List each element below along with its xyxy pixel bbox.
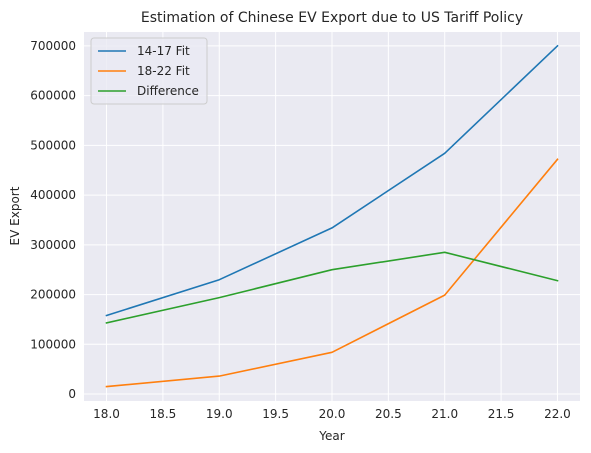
- legend-label-2: 18-22 Fit: [137, 64, 190, 78]
- legend-label-1: 14-17 Fit: [137, 44, 190, 58]
- x-tick-labels: 18.0 18.5 19.0 19.5 20.0 20.5 21.0 21.5 22.0: [93, 407, 571, 421]
- legend-box: [90, 37, 208, 105]
- y-tick-label: 500000: [30, 138, 76, 152]
- y-tick-label: 200000: [30, 288, 76, 302]
- x-tick-label: 22.0: [544, 407, 571, 421]
- y-tick-label: 0: [68, 387, 76, 401]
- y-axis-title: EV Export: [8, 186, 22, 245]
- series-lines: [105, 44, 559, 388]
- legend: 14-17 Fit 18-22 Fit Difference: [90, 37, 208, 105]
- x-tick-label: 21.5: [488, 407, 515, 421]
- y-tick-label: 300000: [30, 238, 76, 252]
- grid-lines: [84, 32, 580, 401]
- series-line-2: [105, 158, 559, 388]
- series-line-1: [105, 44, 559, 317]
- x-axis-title: Year: [318, 429, 344, 443]
- x-tick-label: 19.0: [206, 407, 233, 421]
- y-tick-labels: 0 100000 200000 300000 400000 500000 600000 700…: [30, 39, 76, 401]
- x-tick-label: 18.5: [150, 407, 177, 421]
- y-tick-label: 700000: [30, 39, 76, 53]
- chart-title: Estimation of Chinese EV Export due to U…: [141, 10, 523, 26]
- x-tick-label: 20.0: [319, 407, 346, 421]
- y-tick-label: 100000: [30, 337, 76, 351]
- x-tick-label: 18.0: [93, 407, 120, 421]
- legend-label-3: Difference: [137, 84, 199, 98]
- series-line-3: [105, 251, 559, 324]
- x-tick-label: 20.5: [375, 407, 402, 421]
- y-tick-label: 600000: [30, 89, 76, 103]
- y-tick-label: 400000: [30, 188, 76, 202]
- x-tick-label: 21.0: [431, 407, 458, 421]
- x-tick-label: 19.5: [262, 407, 289, 421]
